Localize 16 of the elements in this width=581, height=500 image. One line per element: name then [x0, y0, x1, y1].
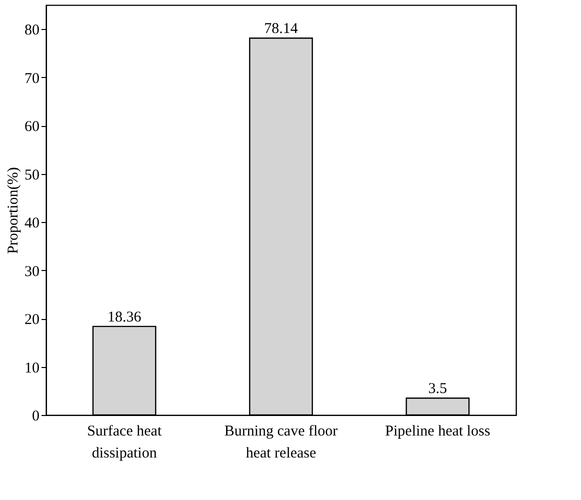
y-tick-label: 30: [24, 264, 40, 280]
y-axis-title: Proportion(%): [6, 167, 22, 254]
x-tick-label: Burning cave floor heat release: [224, 424, 338, 462]
y-tick-label: 80: [24, 22, 40, 39]
y-tick-label: 0: [32, 408, 40, 424]
y-tick-label: 40: [24, 216, 40, 232]
y-tick-label: 20: [24, 312, 40, 328]
data-label: 3.5: [428, 381, 448, 398]
data-label: 18.36: [107, 309, 142, 326]
x-tick-label: Surface heat dissipation: [87, 424, 162, 462]
y-tick-label: 70: [24, 70, 40, 87]
y-tick-label: 60: [24, 119, 40, 136]
y-tick-label: 50: [24, 167, 40, 184]
data-label: 78.14: [264, 21, 298, 38]
y-tick-label: 10: [24, 360, 40, 376]
x-tick-label: Pipeline heat loss: [385, 424, 490, 440]
